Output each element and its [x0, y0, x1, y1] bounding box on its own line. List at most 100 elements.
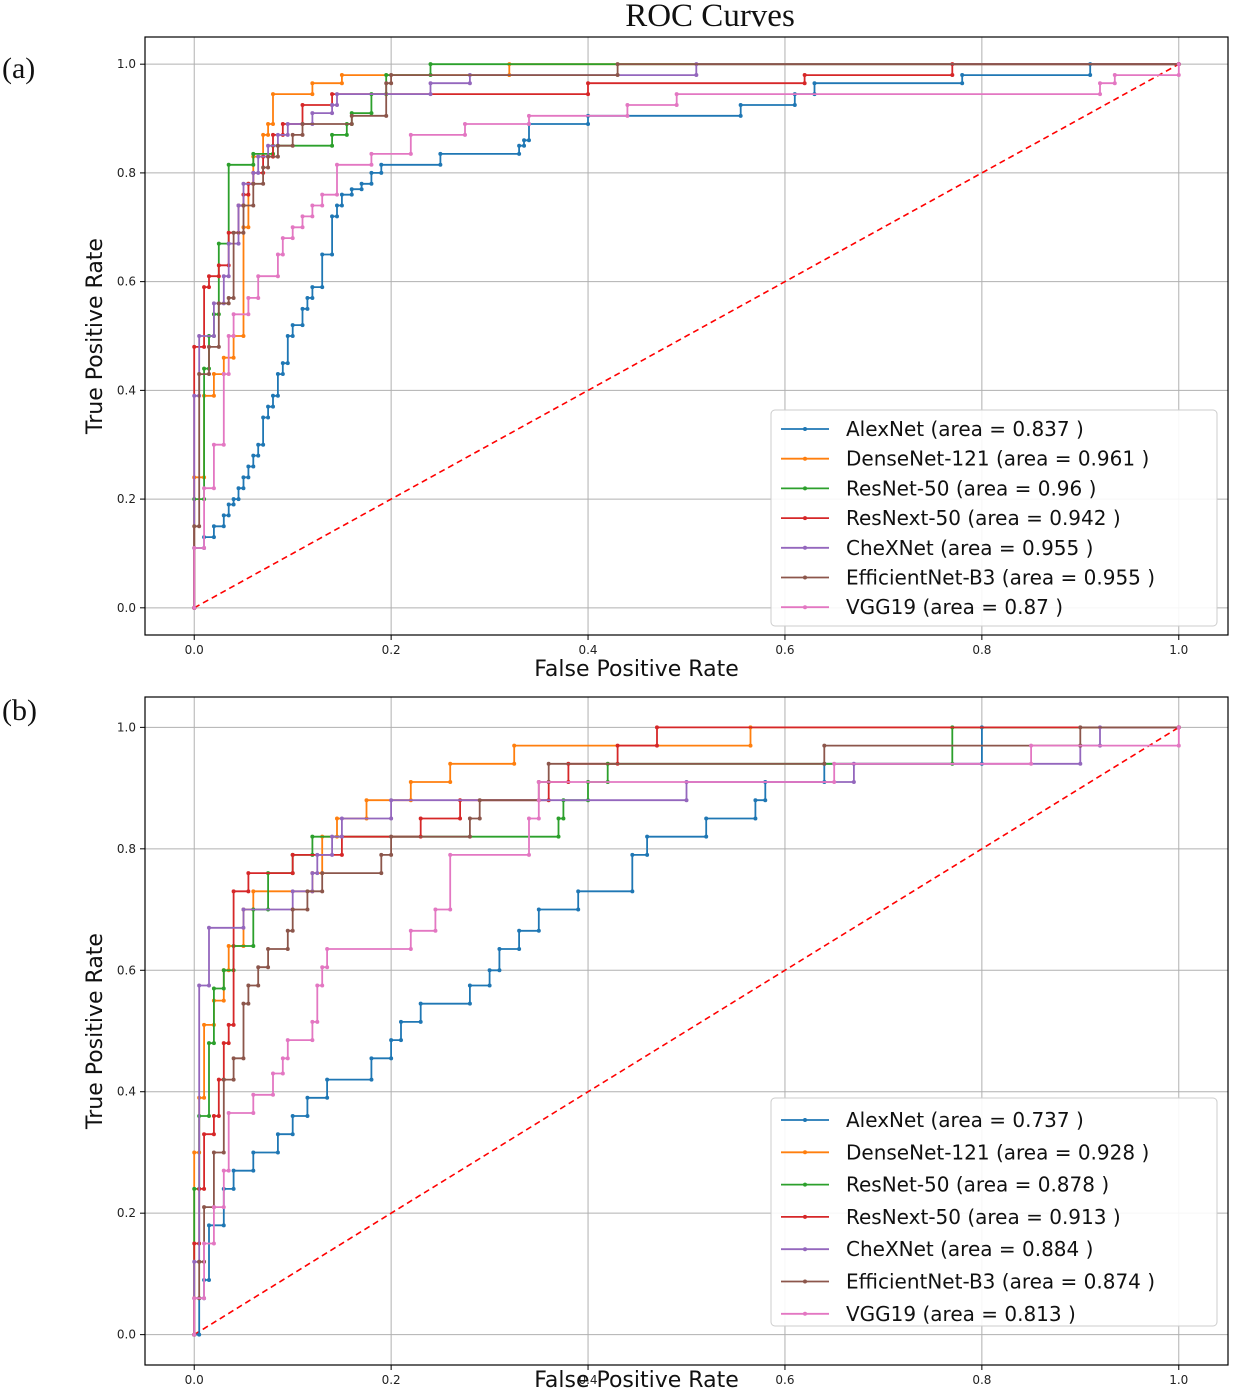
roc-point-resnext-50	[270, 132, 275, 137]
roc-point-vgg19	[280, 1056, 285, 1061]
roc-point-chexnet	[330, 852, 335, 857]
roc-point-alexnet	[290, 1132, 295, 1137]
roc-point-alexnet	[379, 162, 384, 167]
roc-point-efficientnet-b3	[231, 295, 236, 300]
roc-point-efficientnet-b3	[266, 165, 271, 170]
roc-point-efficientnet-b3	[477, 798, 482, 803]
roc-point-alexnet	[438, 151, 443, 156]
roc-point-vgg19	[1176, 725, 1181, 730]
legend-swatch-marker	[803, 456, 807, 461]
roc-point-vgg19	[246, 295, 251, 300]
roc-point-vgg19	[275, 274, 280, 279]
roc-point-alexnet	[389, 1038, 394, 1043]
roc-point-densenet-121	[448, 780, 453, 785]
roc-point-vgg19	[526, 852, 531, 857]
roc-point-vgg19	[369, 162, 374, 167]
roc-point-densenet-121	[270, 121, 275, 126]
x-tick-label: 0.4	[578, 643, 597, 657]
x-tick-label: 0.2	[382, 1373, 401, 1387]
roc-point-chexnet	[310, 871, 315, 876]
roc-point-vgg19	[674, 102, 679, 107]
roc-point-densenet-121	[202, 1095, 207, 1100]
roc-point-alexnet	[438, 162, 443, 167]
roc-point-alexnet	[310, 295, 315, 300]
y-tick-label: 0.8	[117, 166, 136, 180]
roc-point-resnext-50	[458, 816, 463, 821]
y-tick-label: 0.0	[117, 601, 136, 615]
roc-point-alexnet	[305, 295, 310, 300]
roc-point-vgg19	[320, 192, 325, 197]
roc-point-alexnet	[305, 1114, 310, 1119]
roc-point-resnet-50	[226, 162, 231, 167]
roc-point-resnet-50	[344, 132, 349, 137]
roc-point-alexnet	[517, 928, 522, 933]
roc-point-alexnet	[226, 513, 231, 518]
roc-point-densenet-121	[270, 92, 275, 97]
roc-point-densenet-121	[339, 73, 344, 78]
roc-point-vgg19	[1112, 73, 1117, 78]
legend-swatch-marker	[803, 1311, 807, 1316]
roc-point-alexnet	[231, 1168, 236, 1173]
roc-point-vgg19	[280, 236, 285, 241]
plot-frame	[144, 36, 1229, 636]
roc-point-alexnet	[251, 1168, 256, 1173]
roc-point-alexnet	[418, 1019, 423, 1024]
roc-point-vgg19	[246, 312, 251, 317]
roc-point-efficientnet-b3	[216, 301, 221, 306]
roc-point-resnext-50	[950, 73, 955, 78]
roc-point-alexnet	[418, 1001, 423, 1006]
roc-point-alexnet	[280, 372, 285, 377]
roc-point-efficientnet-b3	[290, 132, 295, 137]
roc-point-resnext-50	[226, 1041, 231, 1046]
roc-point-efficientnet-b3	[246, 983, 251, 988]
roc-point-resnet-50	[561, 816, 566, 821]
roc-point-vgg19	[226, 372, 231, 377]
roc-point-resnext-50	[202, 285, 207, 290]
roc-point-vgg19	[221, 1168, 226, 1173]
roc-point-alexnet	[517, 143, 522, 148]
roc-point-densenet-121	[226, 943, 231, 948]
roc-point-resnext-50	[246, 192, 251, 197]
roc-point-vgg19	[1029, 743, 1034, 748]
legend-swatch-marker	[803, 486, 807, 491]
roc-point-alexnet	[339, 203, 344, 208]
legend-swatch-marker	[803, 1150, 807, 1155]
y-tick-label: 0.2	[117, 1206, 136, 1220]
roc-point-alexnet	[290, 323, 295, 328]
roc-point-resnext-50	[586, 92, 591, 97]
legend-label: EfficientNet-B3 (area = 0.874 )	[846, 1270, 1155, 1294]
y-axis-label: True Positive Rate	[83, 933, 108, 1130]
roc-point-alexnet	[792, 102, 797, 107]
roc-point-vgg19	[280, 1071, 285, 1076]
roc-point-alexnet	[398, 1038, 403, 1043]
y-axis-label: True Positive Rate	[83, 238, 108, 435]
roc-point-efficientnet-b3	[320, 889, 325, 894]
x-tick-label: 0.6	[775, 1373, 794, 1387]
roc-point-alexnet	[369, 1077, 374, 1082]
roc-point-chexnet	[211, 334, 216, 338]
roc-point-alexnet	[236, 486, 241, 491]
roc-point-vgg19	[211, 1241, 216, 1246]
roc-point-vgg19	[256, 295, 261, 300]
roc-point-alexnet	[231, 497, 236, 502]
roc-point-resnext-50	[211, 1114, 216, 1119]
roc-point-vgg19	[448, 907, 453, 912]
roc-point-efficientnet-b3	[261, 181, 266, 186]
roc-point-alexnet	[334, 214, 339, 219]
x-tick-label: 0.2	[382, 643, 401, 657]
roc-point-efficientnet-b3	[305, 907, 310, 912]
legend-label: CheXNet (area = 0.884 )	[846, 1237, 1093, 1261]
roc-point-alexnet	[517, 151, 522, 156]
roc-point-vgg19	[202, 486, 207, 491]
roc-point-vgg19	[192, 1332, 197, 1337]
roc-point-efficientnet-b3	[192, 524, 197, 529]
roc-line-alexnet	[194, 726, 1179, 1336]
roc-point-alexnet	[290, 1114, 295, 1119]
roc-point-densenet-121	[246, 225, 251, 230]
roc-point-resnext-50	[202, 344, 207, 349]
roc-point-vgg19	[369, 151, 374, 156]
x-tick-label: 0.8	[972, 643, 991, 657]
roc-point-resnext-50	[246, 871, 251, 876]
roc-point-alexnet	[246, 464, 251, 469]
roc-point-vgg19	[408, 151, 413, 156]
